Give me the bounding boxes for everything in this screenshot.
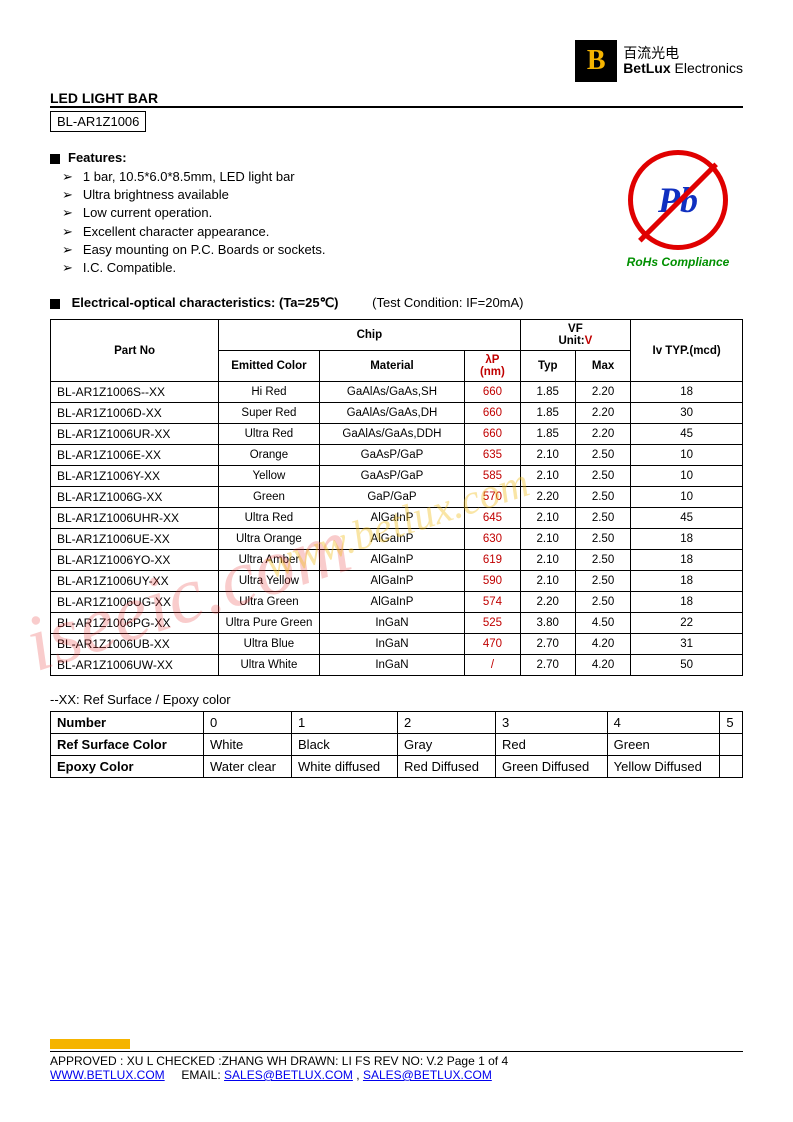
xx-row-label: Epoxy Color xyxy=(51,756,204,778)
table-row: BL-AR1Z1006UB-XXUltra BlueInGaN4702.704.… xyxy=(51,634,743,655)
th-vf: VFUnit:V xyxy=(520,320,631,351)
xx-cell: Green Diffused xyxy=(496,756,608,778)
xx-table: Number012345 Ref Surface ColorWhiteBlack… xyxy=(50,711,743,778)
footer: APPROVED : XU L CHECKED :ZHANG WH DRAWN:… xyxy=(50,1039,743,1082)
company-logo: B 百流光电 BetLux Electronics xyxy=(575,40,743,82)
table-row: BL-AR1Z1006UW-XXUltra WhiteInGaN/2.704.2… xyxy=(51,655,743,676)
xx-cell: Gray xyxy=(398,734,496,756)
table-row: BL-AR1Z1006E-XXOrangeGaAsP/GaP6352.102.5… xyxy=(51,445,743,466)
rohs-label: RoHs Compliance xyxy=(623,255,733,269)
footer-email1[interactable]: SALES@BETLUX.COM xyxy=(224,1068,353,1082)
xx-cell: Green xyxy=(607,734,720,756)
xx-header-cell: 3 xyxy=(496,712,608,734)
xx-cell: Red xyxy=(496,734,608,756)
char-heading: Electrical-optical characteristics: (Ta=… xyxy=(72,295,339,310)
xx-cell xyxy=(720,734,743,756)
pb-symbol: Pb xyxy=(658,179,698,221)
table-row: BL-AR1Z1006UG-XXUltra GreenAlGaInP5742.2… xyxy=(51,592,743,613)
logo-icon: B xyxy=(575,40,617,82)
table-row: BL-AR1Z1006YO-XXUltra AmberAlGaInP6192.1… xyxy=(51,550,743,571)
xx-header-cell: 0 xyxy=(204,712,292,734)
xx-header-cell: 5 xyxy=(720,712,743,734)
xx-cell: White xyxy=(204,734,292,756)
table-row: BL-AR1Z1006UY-XXUltra YellowAlGaInP5902.… xyxy=(51,571,743,592)
xx-header-cell: Number xyxy=(51,712,204,734)
th-emitted: Emitted Color xyxy=(219,351,319,382)
table-row: BL-AR1Z1006D-XXSuper RedGaAlAs/GaAs,DH66… xyxy=(51,403,743,424)
footer-site-link[interactable]: WWW.BETLUX.COM xyxy=(50,1068,165,1082)
table-row: BL-AR1Z1006G-XXGreenGaP/GaP5702.202.5010 xyxy=(51,487,743,508)
th-typ: Typ xyxy=(520,351,575,382)
th-iv: Iv TYP.(mcd) xyxy=(631,320,743,382)
table-row: BL-AR1Z1006Y-XXYellowGaAsP/GaP5852.102.5… xyxy=(51,466,743,487)
th-lambda: λP(nm) xyxy=(465,351,520,382)
table-row: BL-AR1Z1006PG-XXUltra Pure GreenInGaN525… xyxy=(51,613,743,634)
xx-row-label: Ref Surface Color xyxy=(51,734,204,756)
test-condition: (Test Condition: IF=20mA) xyxy=(372,295,523,310)
xx-cell xyxy=(720,756,743,778)
table-row: BL-AR1Z1006S--XXHi RedGaAlAs/GaAs,SH6601… xyxy=(51,382,743,403)
logo-english: BetLux Electronics xyxy=(623,61,743,76)
th-max: Max xyxy=(575,351,630,382)
footer-email2[interactable]: SALES@BETLUX.COM xyxy=(363,1068,492,1082)
page-title: LED LIGHT BAR xyxy=(50,90,743,106)
xx-header-cell: 2 xyxy=(398,712,496,734)
table-row: BL-AR1Z1006UR-XXUltra RedGaAlAs/GaAs,DDH… xyxy=(51,424,743,445)
logo-chinese: 百流光电 xyxy=(623,46,743,61)
footer-email-label: EMAIL: xyxy=(181,1068,224,1082)
table-row: BL-AR1Z1006UHR-XXUltra RedAlGaInP6452.10… xyxy=(51,508,743,529)
xx-header-cell: 1 xyxy=(292,712,398,734)
xx-cell: White diffused xyxy=(292,756,398,778)
rohs-badge: Pb RoHs Compliance xyxy=(623,150,733,269)
xx-cell: Yellow Diffused xyxy=(607,756,720,778)
spec-table: Part No Chip VFUnit:V Iv TYP.(mcd) Emitt… xyxy=(50,319,743,676)
xx-note: --XX: Ref Surface / Epoxy color xyxy=(50,692,743,707)
xx-cell: Water clear xyxy=(204,756,292,778)
table-row: BL-AR1Z1006UE-XXUltra OrangeAlGaInP6302.… xyxy=(51,529,743,550)
xx-cell: Red Diffused xyxy=(398,756,496,778)
xx-header-cell: 4 xyxy=(607,712,720,734)
xx-cell: Black xyxy=(292,734,398,756)
th-material: Material xyxy=(319,351,465,382)
th-partno: Part No xyxy=(51,320,219,382)
footer-approval: APPROVED : XU L CHECKED :ZHANG WH DRAWN:… xyxy=(50,1054,743,1068)
part-number: BL-AR1Z1006 xyxy=(50,111,146,132)
th-chip: Chip xyxy=(219,320,520,351)
